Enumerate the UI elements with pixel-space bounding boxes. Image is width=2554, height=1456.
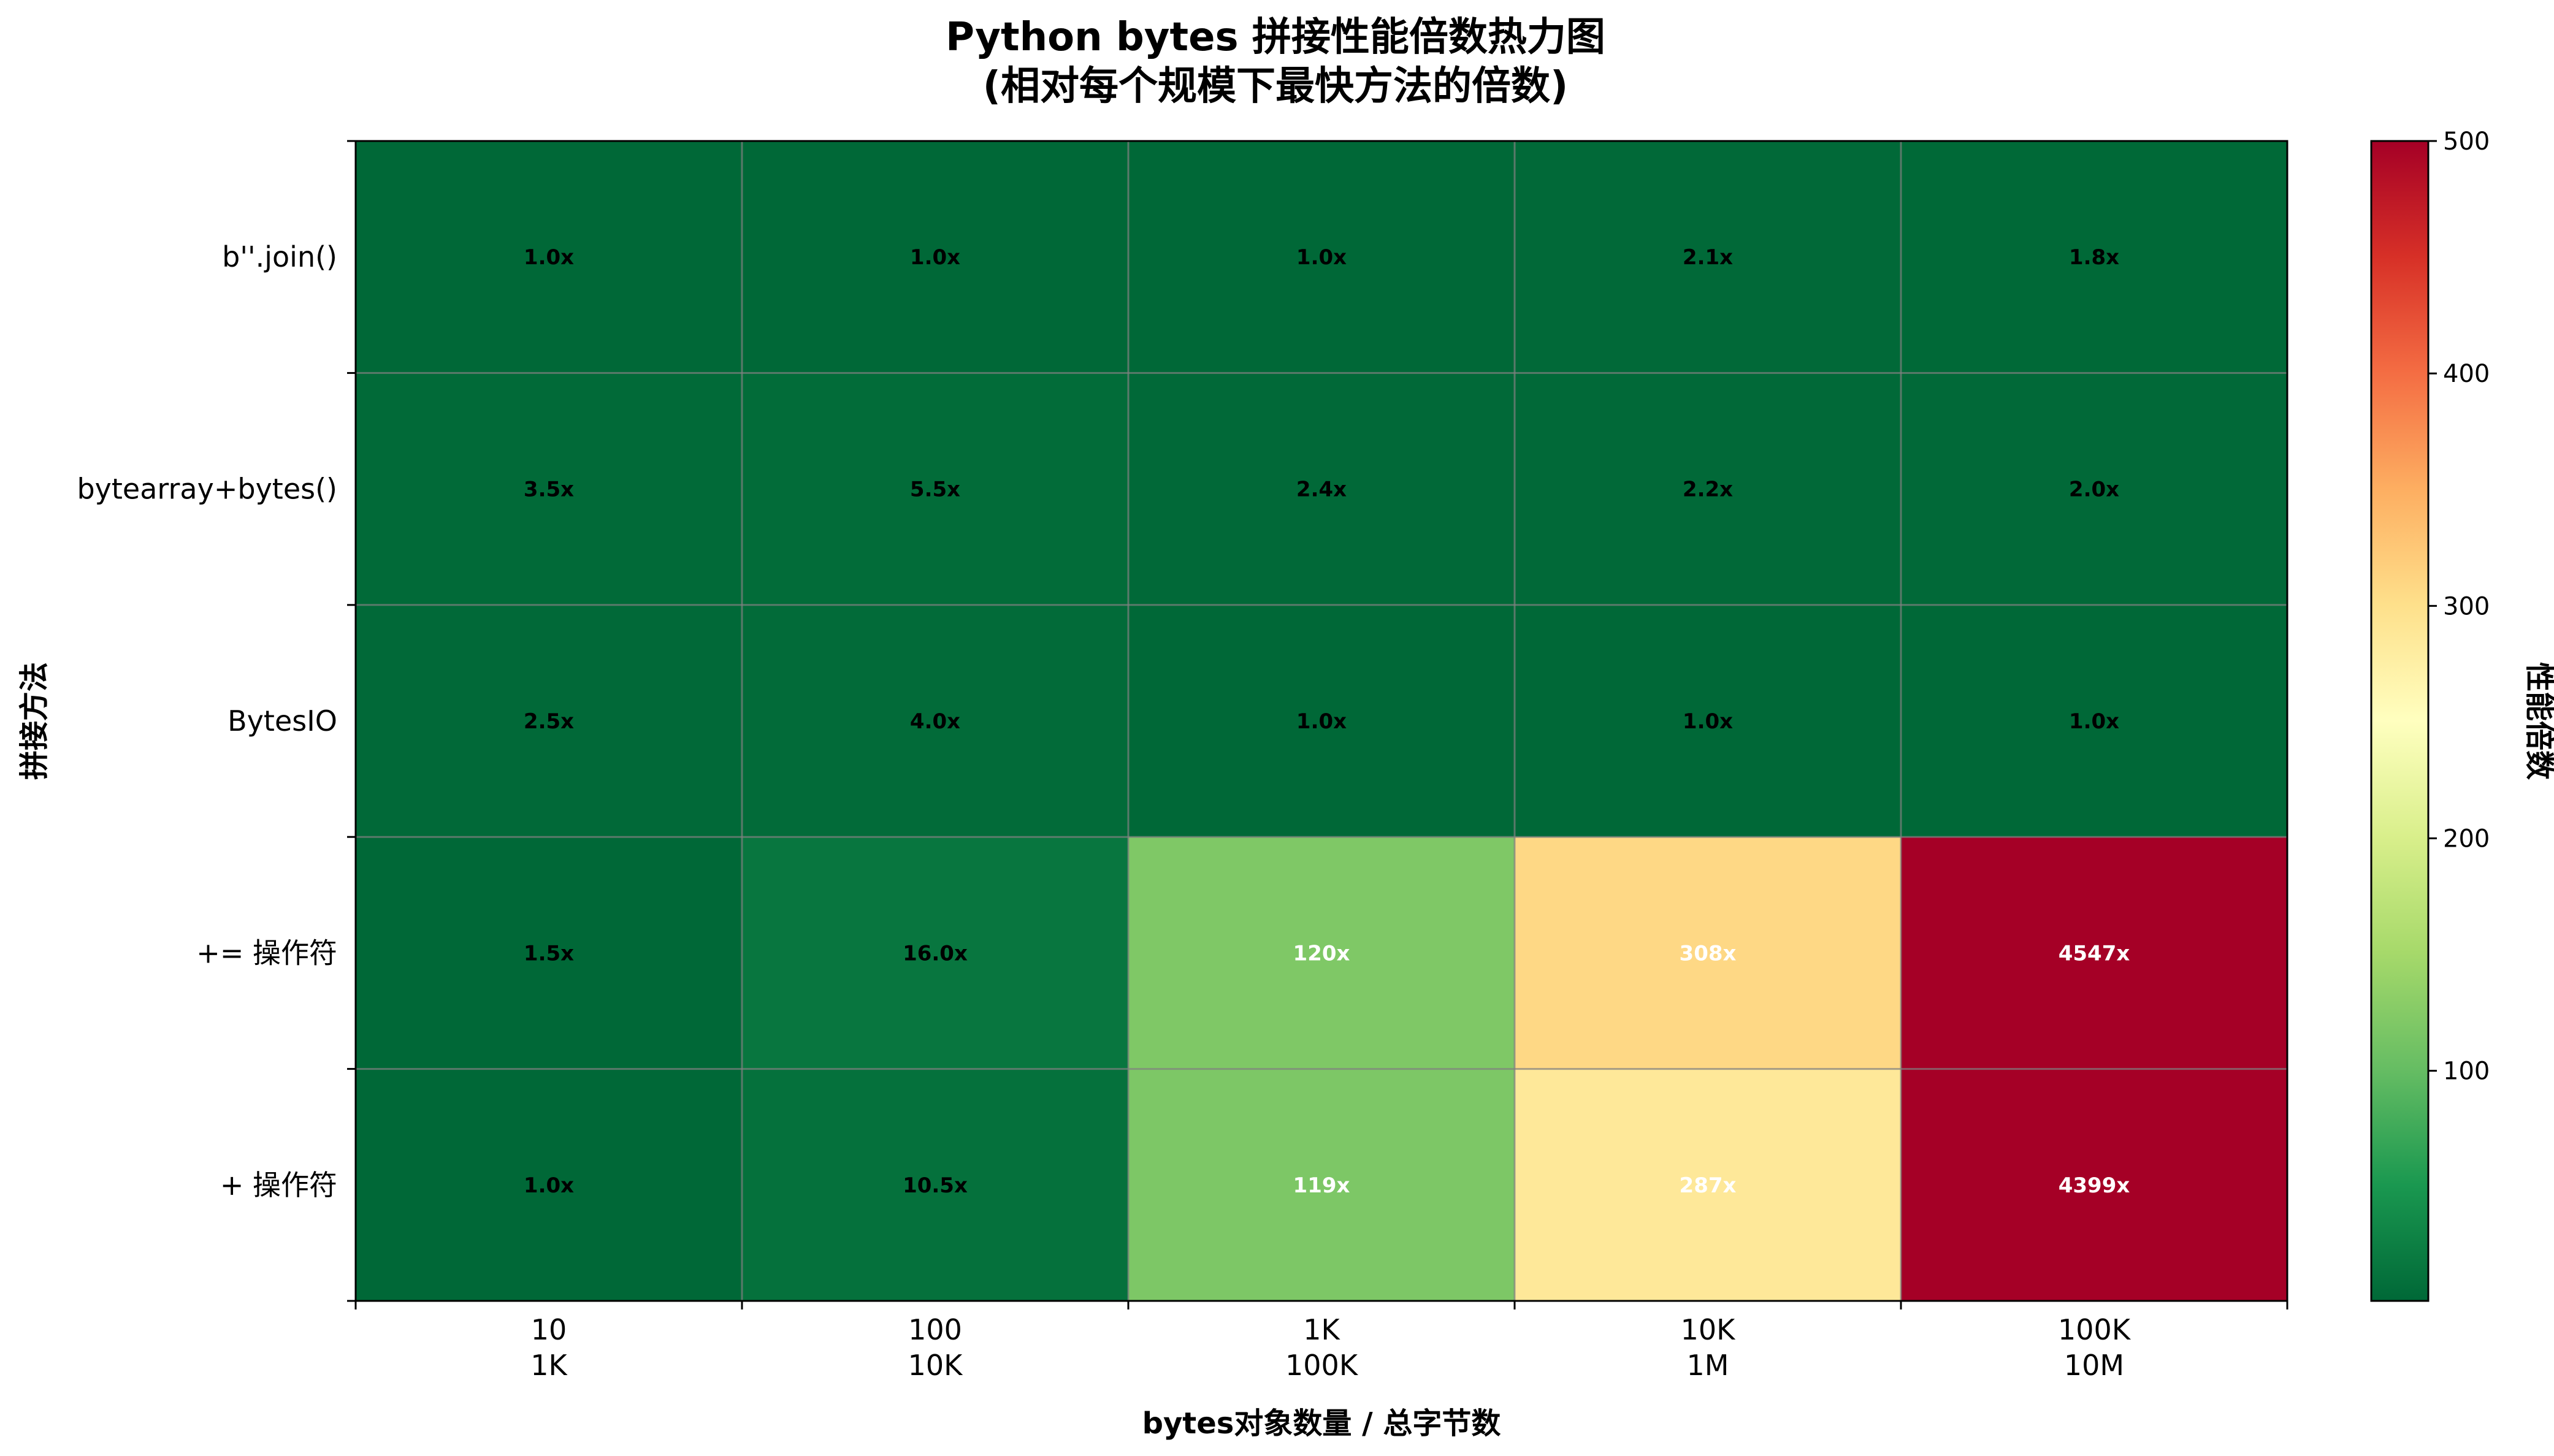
heatmap-grid [356, 141, 2287, 1301]
heatmap-cell [356, 837, 743, 1070]
heatmap-cell [1515, 373, 1902, 606]
heatmap-cell [742, 1069, 1129, 1302]
heatmap-cell [1515, 604, 1902, 837]
cell-value-label: 4547x [2059, 941, 2130, 966]
cell-value-label: 1.0x [524, 1173, 574, 1198]
cell-value-label: 308x [1680, 941, 1737, 966]
y-axis-label: 拼接方法 [17, 662, 52, 780]
colorbar-tick-label: 100 [2443, 1058, 2490, 1086]
cell-value-label: 2.0x [2069, 478, 2119, 502]
x-tick-label-count: 100K [2058, 1313, 2132, 1346]
cell-value-label: 4399x [2059, 1173, 2130, 1198]
x-tick-label-bytes: 100K [1285, 1349, 1359, 1382]
heatmap-cell [742, 373, 1129, 606]
cell-labels: 1.0x 1.0x 1.0x 2.1x 1.8x 3.5x 5.5x 2.4x 2.2x 2.0x… [524, 245, 2130, 1198]
heatmap-cell [742, 604, 1129, 837]
colorbar-tick-label: 300 [2443, 592, 2490, 620]
y-axis-ticks: b''.join() bytearray+bytes() BytesIO += 操作符… [77, 140, 356, 1302]
heatmap-cell [1901, 604, 2288, 837]
cell-value-label: 5.5x [910, 478, 960, 502]
cell-value-label: 2.5x [524, 709, 574, 734]
x-tick-label-count: 100 [908, 1313, 962, 1346]
cell-value-label: 4.0x [910, 709, 960, 734]
y-tick-label: += 操作符 [196, 936, 337, 969]
colorbar-tick-label: 400 [2443, 360, 2490, 388]
cell-value-label: 1.0x [910, 245, 960, 270]
heatmap-cell [1515, 837, 1902, 1070]
x-tick-label-bytes: 10K [908, 1349, 964, 1382]
cell-value-label: 1.5x [524, 941, 574, 966]
cell-value-label: 1.8x [2069, 245, 2119, 270]
cell-value-label: 1.0x [1296, 245, 1347, 270]
heatmap-cell [742, 141, 1129, 373]
heatmap-cells [356, 141, 2288, 1302]
heatmap-cell [356, 373, 743, 606]
y-tick-label: + 操作符 [220, 1168, 337, 1202]
colorbar-tick-label: 200 [2443, 825, 2490, 853]
cell-value-label: 1.0x [2069, 709, 2119, 734]
heatmap-cell [1128, 373, 1515, 606]
x-tick-label-bytes: 10M [2064, 1349, 2124, 1382]
colorbar-label: 性能倍数 [2522, 662, 2554, 780]
heatmap-cell [742, 837, 1129, 1070]
colorbar-ticks: 100 200 300 400 500 [2428, 128, 2490, 1086]
cell-value-label: 16.0x [903, 941, 968, 966]
heatmap-cell [1128, 837, 1515, 1070]
y-tick-label: bytearray+bytes() [77, 473, 337, 506]
cell-value-label: 120x [1293, 941, 1350, 966]
cell-value-label: 2.2x [1683, 478, 1733, 502]
chart-subtitle: (相对每个规模下最快方法的倍数) [983, 64, 1569, 109]
cell-value-label: 119x [1293, 1173, 1350, 1198]
heatmap-cell [1515, 141, 1902, 373]
heatmap-cell [1901, 837, 2288, 1070]
x-tick-label-bytes: 1K [530, 1349, 568, 1382]
cell-value-label: 2.1x [1683, 245, 1733, 270]
y-tick-label: b''.join() [222, 240, 337, 273]
plot-frame [354, 140, 2288, 1302]
heatmap-cell [1515, 1069, 1902, 1302]
cell-value-label: 1.0x [1296, 709, 1347, 734]
cell-value-label: 1.0x [524, 245, 574, 270]
heatmap-cell [1128, 141, 1515, 373]
heatmap-cell [1901, 373, 2288, 606]
x-axis-label: bytes对象数量 / 总字节数 [1142, 1406, 1501, 1441]
colorbar-tick-label: 500 [2443, 128, 2490, 156]
x-tick-label-count: 10K [1681, 1313, 1737, 1346]
cell-value-label: 3.5x [524, 478, 574, 502]
y-tick-label: BytesIO [227, 704, 337, 738]
heatmap-cell [1901, 1069, 2288, 1302]
x-tick-label-count: 10 [531, 1313, 567, 1346]
cell-value-label: 10.5x [903, 1173, 968, 1198]
cell-value-label: 287x [1680, 1173, 1737, 1198]
heatmap-cell [356, 141, 743, 373]
colorbar [2370, 140, 2430, 1302]
chart-title: Python bytes 拼接性能倍数热力图 [946, 15, 1605, 60]
heatmap-cell [1128, 1069, 1515, 1302]
x-tick-label-count: 1K [1303, 1313, 1340, 1346]
x-tick-label-bytes: 1M [1687, 1349, 1729, 1382]
cell-value-label: 2.4x [1296, 478, 1347, 502]
heatmap-cell [1901, 141, 2288, 373]
cell-value-label: 1.0x [1683, 709, 1733, 734]
heatmap-cell [356, 604, 743, 837]
heatmap-cell [1128, 604, 1515, 837]
heatmap-cell [356, 1069, 743, 1302]
